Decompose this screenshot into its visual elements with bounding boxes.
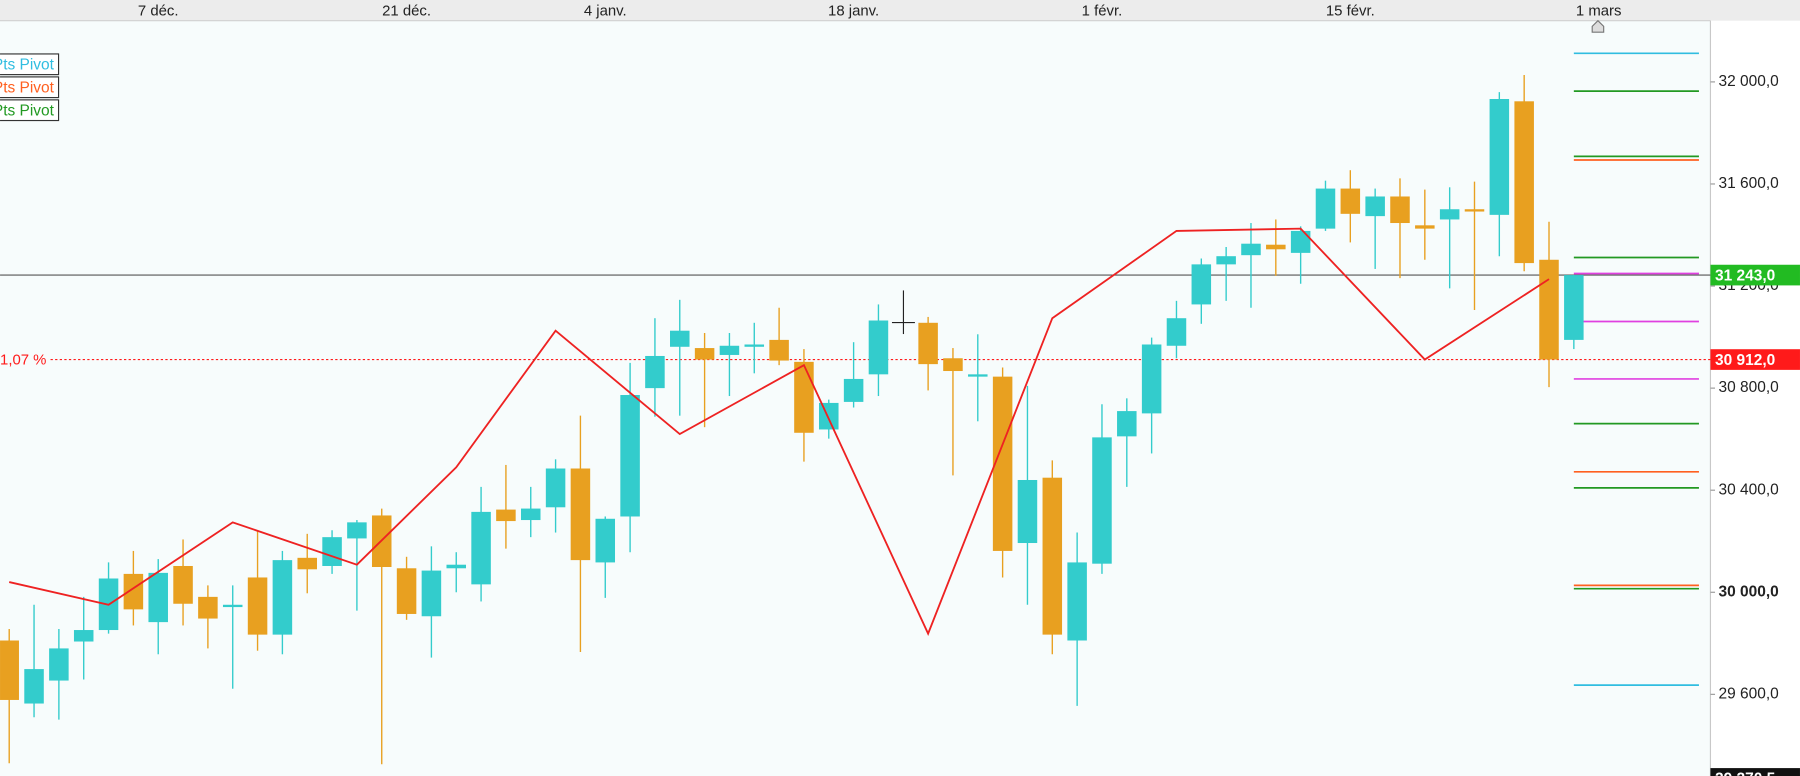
candle-body	[992, 376, 1013, 551]
candle-body	[570, 468, 591, 561]
candle-body	[645, 355, 665, 389]
candle-body	[198, 596, 218, 619]
candle-body	[1141, 344, 1162, 414]
legend-box	[0, 99, 60, 122]
candle-body	[446, 564, 467, 569]
candle-body	[819, 402, 839, 430]
candle-body	[247, 577, 268, 635]
x-tick-label: 15 févr.	[1326, 2, 1375, 19]
candle-body	[545, 468, 566, 508]
candle-body	[1539, 259, 1559, 360]
legend-box	[0, 76, 60, 99]
y-tick-label: 31 600,0	[1718, 175, 1778, 192]
y-tick-label: 30 800,0	[1718, 379, 1778, 396]
candle-body	[694, 348, 715, 360]
home-icon[interactable]	[1591, 19, 1605, 33]
crosshair-cursor	[891, 290, 915, 335]
price-marker	[1710, 349, 1800, 370]
candle-body	[719, 345, 740, 355]
candle-body	[794, 361, 814, 433]
candle-body	[1166, 318, 1187, 346]
candle-body	[843, 378, 864, 402]
candle-body	[744, 344, 765, 347]
candle-body	[297, 557, 317, 570]
candle-body	[1216, 256, 1236, 265]
plot: 1,07 % Pts Pivot Pts Pivot Pts Pivot	[0, 52, 1711, 765]
candle-body	[670, 330, 690, 347]
candle-body	[1489, 99, 1510, 215]
x-tick-label: 4 janv.	[584, 2, 627, 19]
candle-body	[1067, 562, 1087, 641]
y-tick-label: 32 000,0	[1718, 73, 1778, 90]
candle-body	[1290, 230, 1311, 253]
x-tick-label: 18 janv.	[828, 2, 879, 19]
candle-body	[1017, 479, 1038, 544]
candle-body	[173, 565, 193, 604]
candle-body	[1390, 196, 1410, 224]
legend-entry: Pts Pivot	[0, 79, 55, 96]
price-marker-label: 30 912,0	[1715, 352, 1775, 369]
y-tick-label: 29 600,0	[1718, 685, 1778, 702]
candle-body	[520, 508, 541, 521]
candle-body	[868, 320, 889, 375]
x-tick-label: 1 mars	[1576, 2, 1622, 19]
candle-body	[968, 374, 988, 377]
price-marker-label: 31 243,0	[1715, 267, 1775, 284]
candle-body	[421, 570, 442, 617]
x-tick-label: 21 déc.	[382, 2, 431, 19]
time-axis-bar	[0, 0, 1800, 21]
candle-body	[148, 572, 168, 623]
candle-body	[1266, 244, 1286, 250]
candle-body	[1117, 411, 1137, 437]
candle-body	[1042, 477, 1063, 635]
price-marker	[1710, 768, 1800, 776]
legend-box	[0, 53, 60, 76]
candle-body	[0, 640, 19, 700]
price-marker	[1710, 264, 1800, 286]
legend-entry: Pts Pivot	[0, 102, 55, 119]
candle-body	[272, 560, 293, 635]
candle-body	[943, 358, 963, 372]
reference-change-label: 1,07 %	[0, 352, 46, 369]
candle-body	[1315, 188, 1336, 229]
candle-body	[1514, 101, 1534, 264]
x-tick-label: 1 févr.	[1082, 2, 1123, 19]
candle-body	[1191, 264, 1212, 305]
candle-body	[1439, 209, 1460, 220]
legend-entry: Pts Pivot	[0, 57, 55, 74]
candle-body	[49, 648, 69, 681]
candle-body	[1464, 209, 1485, 212]
candle-body	[1564, 275, 1584, 340]
candle-body	[496, 509, 516, 522]
candle-body	[396, 568, 417, 614]
candle-body	[24, 669, 44, 704]
zigzag-line	[9, 227, 1550, 636]
candle-body	[322, 537, 342, 566]
candle-body	[918, 322, 938, 365]
candle-body	[123, 573, 144, 610]
candle-body	[620, 395, 640, 517]
candle-body	[222, 604, 243, 608]
overlay: 29 600,030 000,030 400,030 800,031 200,0…	[138, 2, 1800, 776]
candle-body	[1365, 196, 1385, 217]
price-marker-label: 29 270,5	[1715, 771, 1776, 776]
candle-body	[1092, 437, 1112, 564]
y-tick-label: 30 400,0	[1718, 481, 1778, 498]
candle-body	[1340, 188, 1361, 214]
candle-body	[595, 518, 616, 563]
candle-body	[73, 630, 94, 642]
candle-body	[471, 511, 491, 585]
candle-body	[1415, 225, 1435, 229]
candle-body	[769, 339, 789, 361]
x-tick-label: 7 déc.	[138, 2, 179, 19]
candle-body	[347, 522, 367, 539]
y-tick-label: 30 000,0	[1718, 583, 1778, 600]
candle-body	[1241, 243, 1261, 256]
